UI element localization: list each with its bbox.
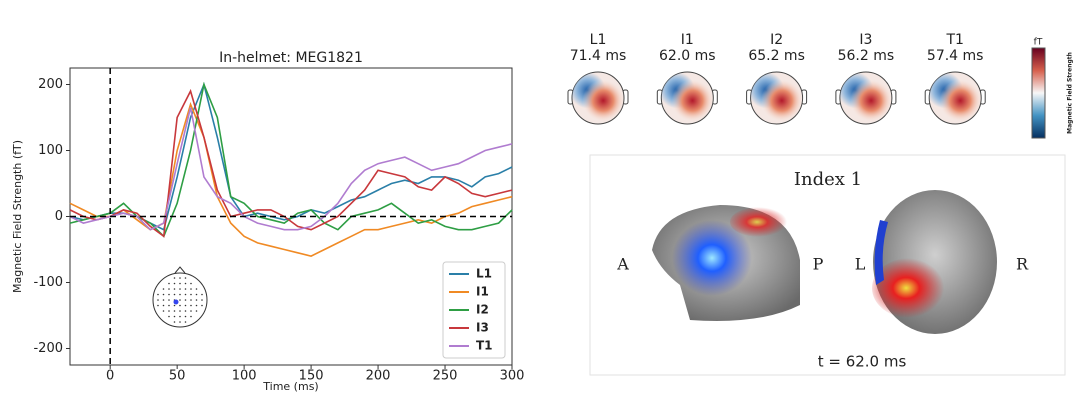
topomap-red [751,72,803,124]
orientation-label: R [1016,255,1029,274]
x-tick-label: 50 [169,369,186,384]
sensor-inset [153,267,207,327]
x-tick-label: 0 [106,369,114,384]
series-line [70,108,512,230]
topomap-label: L1 [590,32,607,48]
y-tick-label: -100 [33,275,63,290]
topomap-red [661,72,713,124]
legend-label: I3 [476,321,489,335]
panel-title: Index 1 [794,169,862,190]
legend-label: T1 [476,339,493,353]
y-axis-label: Magnetic Field Strength (fT) [11,140,24,293]
orientation-label: L [855,255,866,274]
series-line [70,85,512,230]
topomap-red [840,72,892,124]
topomap-red [572,72,624,124]
topomap-label: I2 [770,32,783,48]
x-tick-label: 100 [232,369,257,384]
topomap-time: 65.2 ms [748,48,805,64]
topomap-time: 71.4 ms [570,48,627,64]
series-line [70,91,512,236]
colorbar-unit: fT [1034,38,1043,48]
topomap-time: 56.2 ms [838,48,895,64]
panel-time: t = 62.0 ms [818,353,907,371]
colorbar-label: Magnetic Field Strength [1067,52,1074,134]
orientation-label: P [813,255,824,274]
topomap-red [929,72,981,124]
topomap-label: I1 [681,32,694,48]
head-front [872,190,997,334]
series-line [70,104,512,256]
colorbar [1032,48,1045,138]
x-tick-label: 250 [433,369,458,384]
orientation-label: A [616,255,629,274]
topomap-time: 62.0 ms [659,48,716,64]
topomap-label: T1 [945,32,963,48]
topomap-time: 57.4 ms [927,48,984,64]
y-tick-label: 200 [38,77,63,92]
y-tick-label: -200 [33,341,63,356]
legend-label: I1 [476,285,489,299]
topomap-label: I3 [859,32,872,48]
legend-label: I2 [476,303,489,317]
x-tick-label: 200 [366,369,391,384]
y-tick-label: 100 [38,143,63,158]
x-tick-label: 300 [500,369,525,384]
chart-title: In-helmet: MEG1821 [219,50,363,66]
legend-label: L1 [476,267,492,281]
figure: In-helmet: MEG1821Time (ms)Magnetic Fiel… [0,0,1079,401]
y-tick-label: 0 [55,209,63,224]
x-tick-label: 150 [299,369,324,384]
